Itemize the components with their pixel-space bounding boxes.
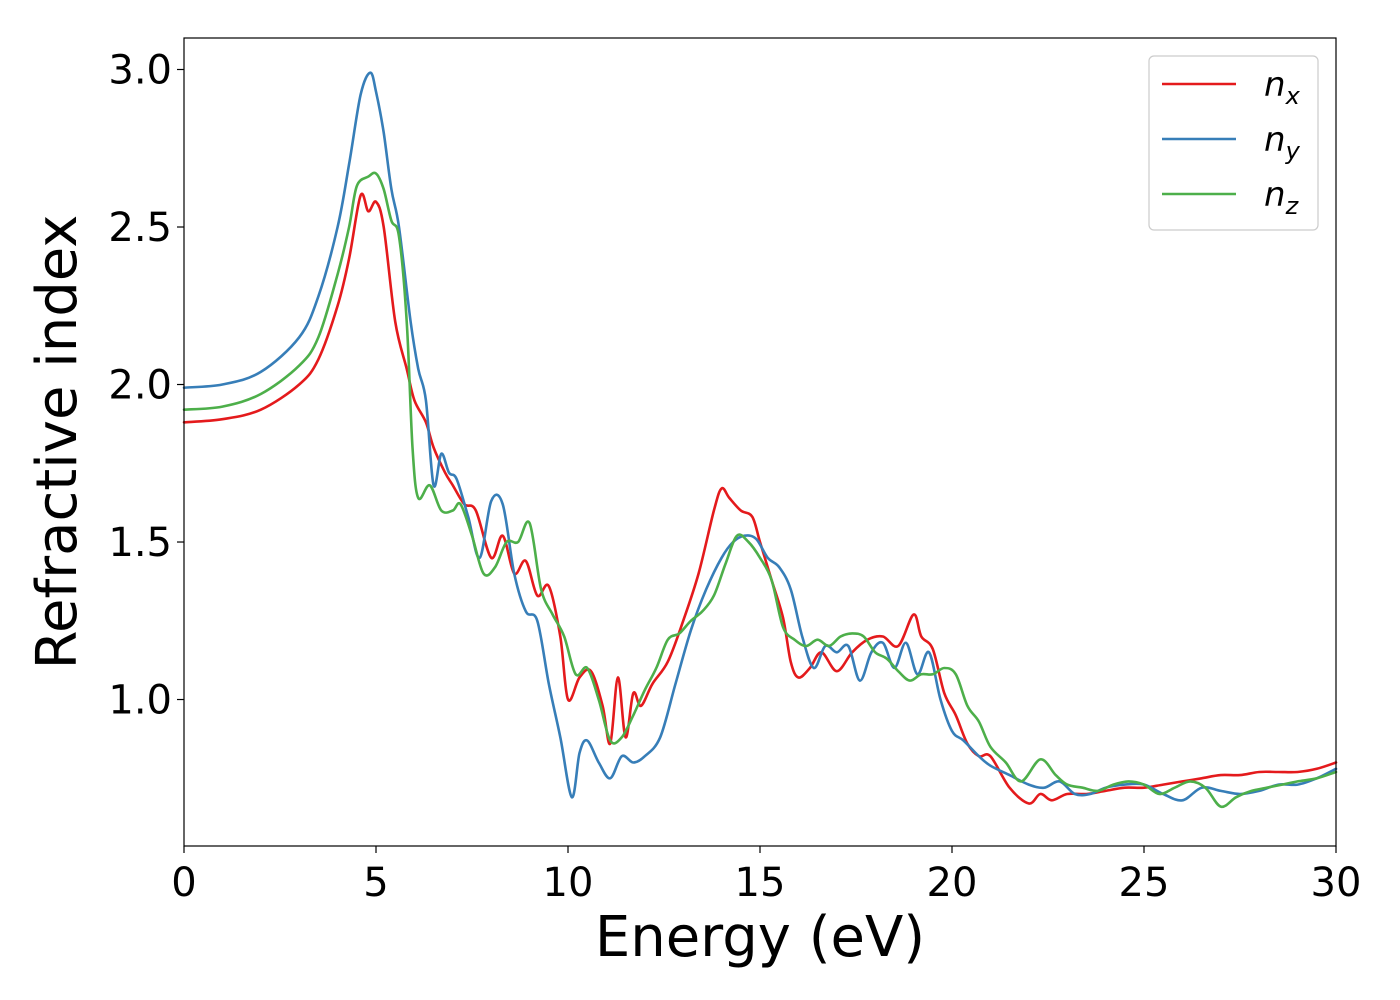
series-line-z — [182, 171, 1338, 809]
x-tick-label: 0 — [171, 860, 196, 906]
series-line-x — [182, 192, 1338, 805]
legend-label-y: ny — [1264, 120, 1301, 165]
series-layer — [182, 71, 1338, 809]
y-axis-ticks: 1.0 1.5 2.0 2.5 3.0 — [108, 48, 184, 724]
x-axis-label: Energy (eV) — [595, 905, 925, 970]
x-tick-label: 15 — [735, 860, 786, 906]
y-tick-label: 1.5 — [108, 520, 172, 566]
x-tick-label: 5 — [363, 860, 388, 906]
y-tick-label: 3.0 — [108, 48, 172, 94]
x-tick-label: 10 — [543, 860, 594, 906]
series-line-y — [182, 71, 1338, 802]
x-tick-label: 20 — [927, 860, 978, 906]
y-tick-label: 2.5 — [108, 205, 172, 251]
legend-label-x: nx — [1264, 65, 1301, 110]
legend-box — [1148, 55, 1319, 231]
x-axis-ticks: 0 5 10 15 20 25 30 — [171, 846, 1361, 906]
legend: nx ny nz — [1148, 55, 1319, 231]
y-axis-label: Refractive index — [25, 215, 90, 670]
y-tick-label: 1.0 — [108, 678, 172, 724]
legend-label-z: nz — [1264, 175, 1300, 220]
y-tick-label: 2.0 — [108, 363, 172, 409]
x-tick-label: 30 — [1311, 860, 1362, 906]
x-tick-label: 25 — [1119, 860, 1170, 906]
